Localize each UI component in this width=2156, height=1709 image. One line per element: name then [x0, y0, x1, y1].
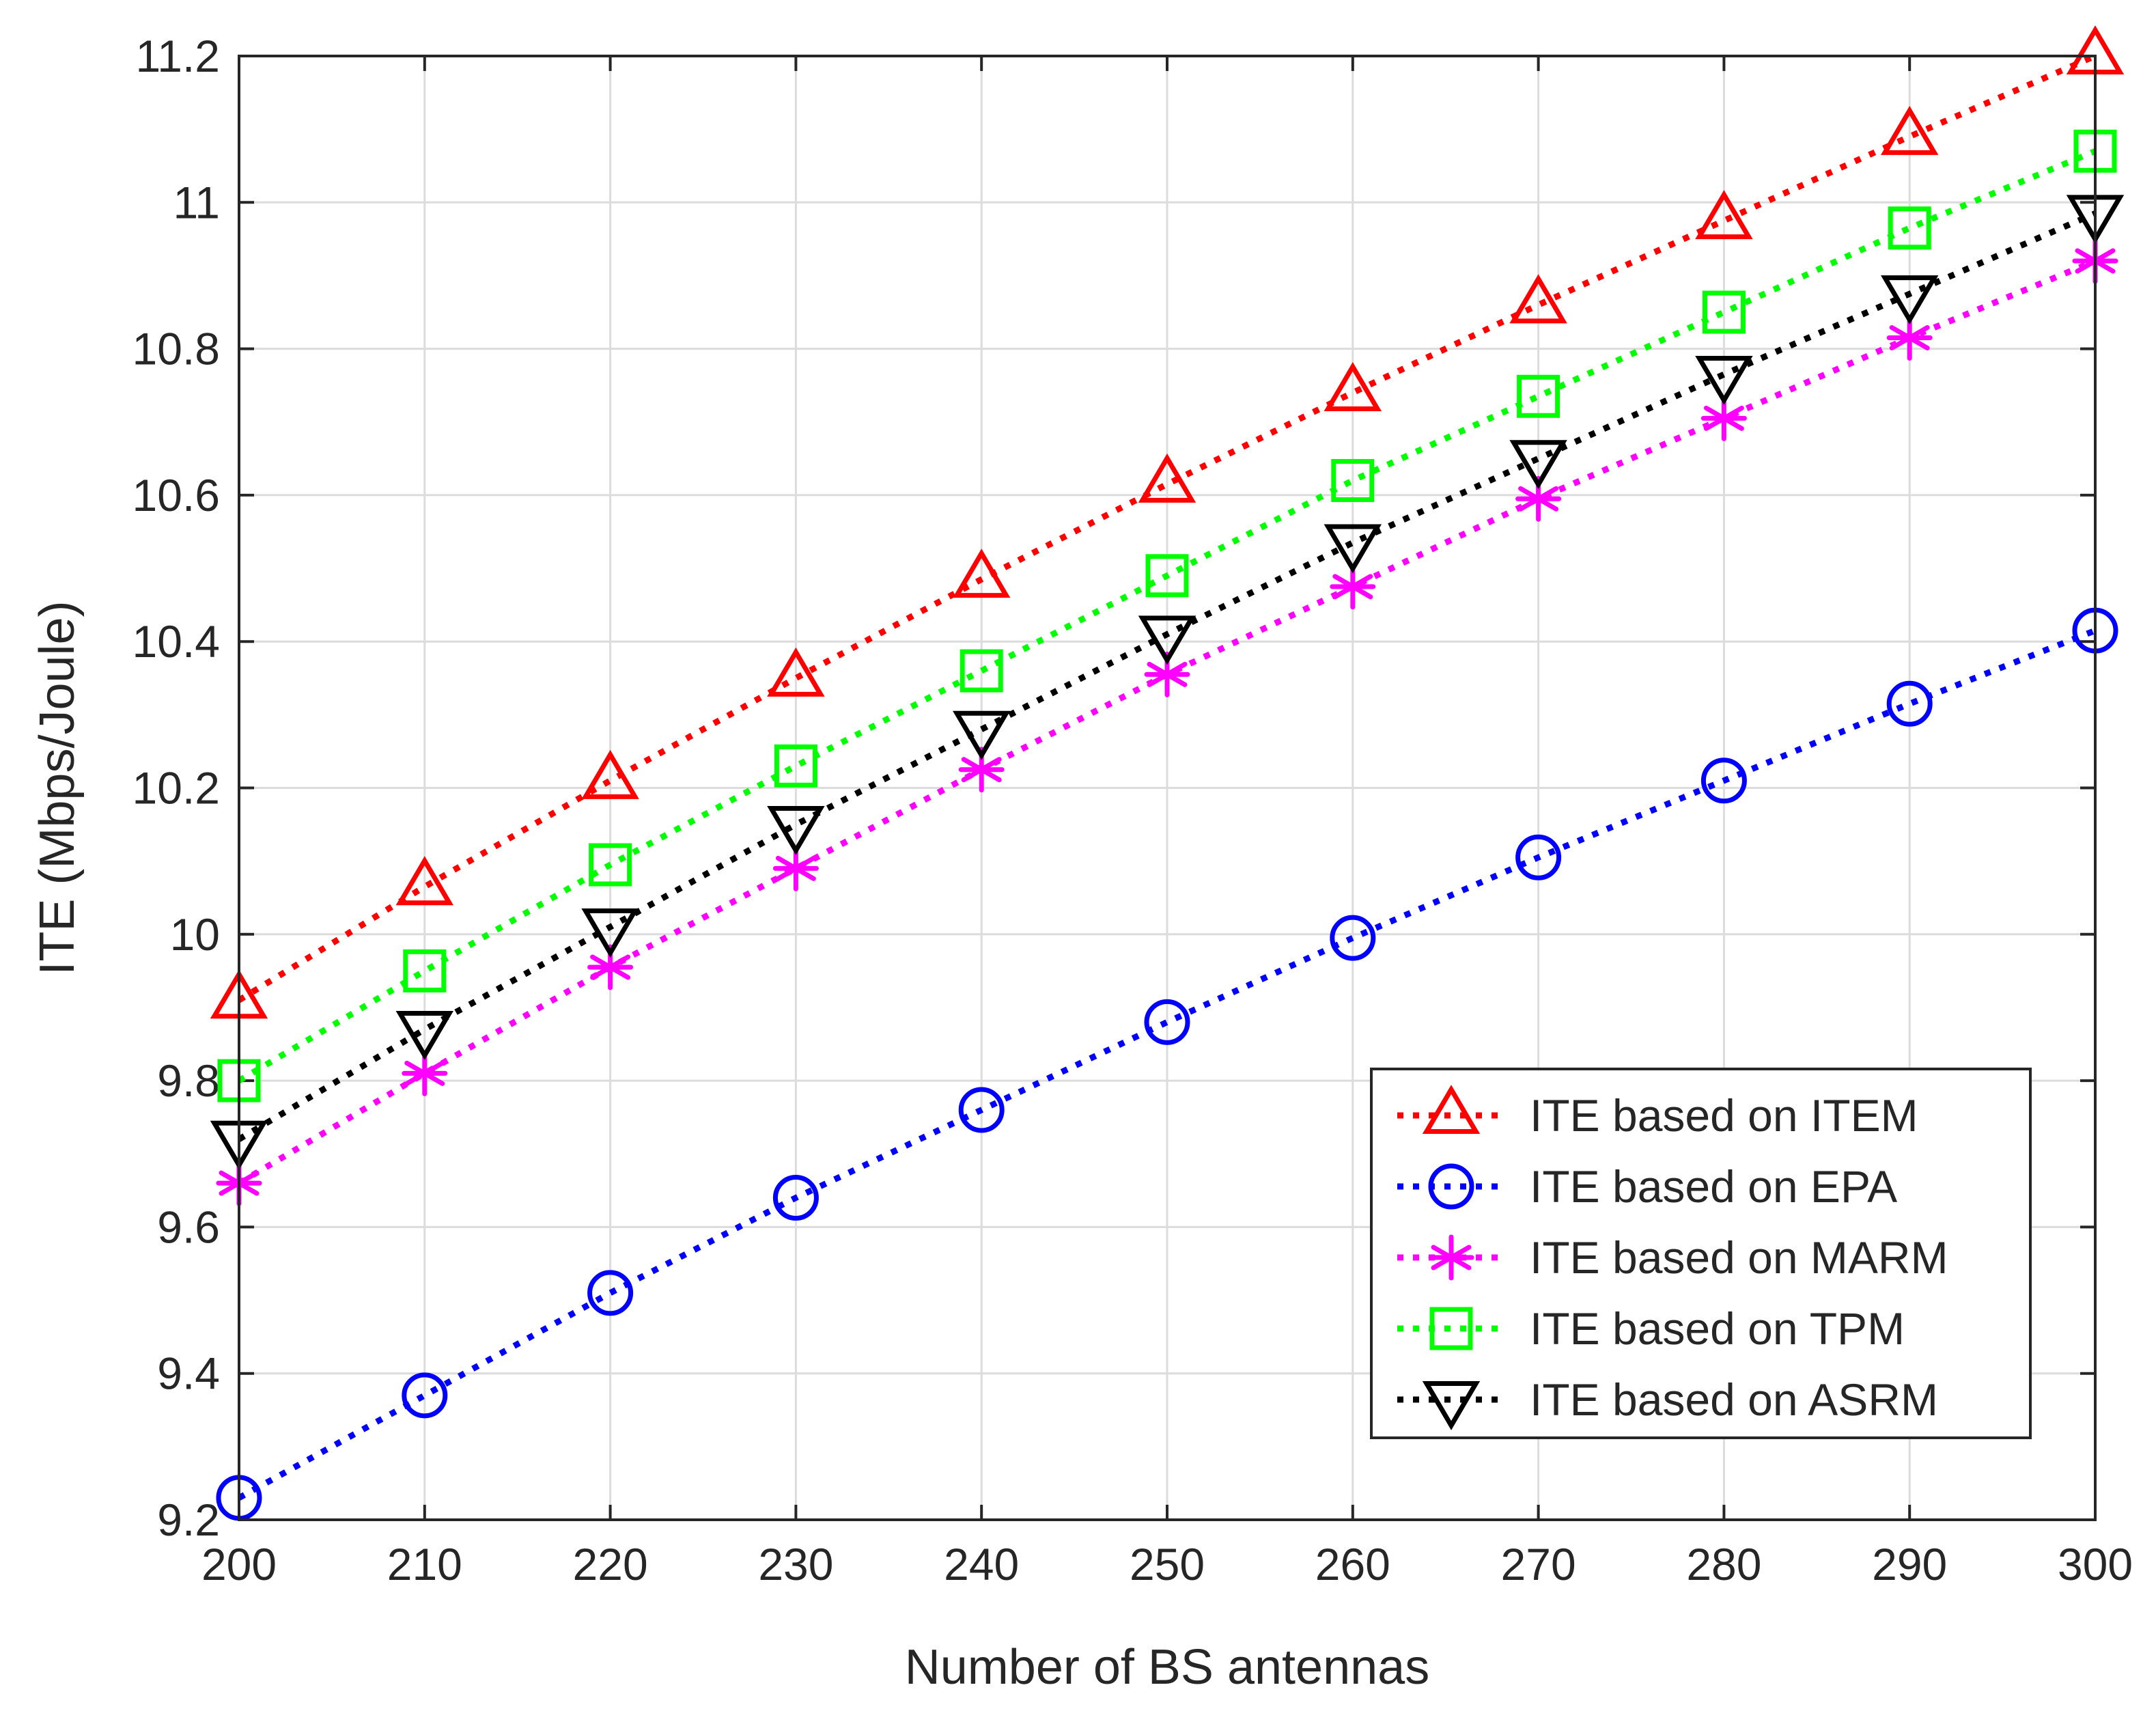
data-point	[774, 744, 817, 788]
legend-marker	[1422, 1085, 1481, 1135]
data-point	[1695, 356, 1753, 406]
data-point	[589, 843, 632, 887]
series-0	[210, 25, 2125, 1019]
data-point	[1138, 615, 1196, 665]
data-point	[767, 647, 825, 697]
x-tick-label: 290	[1872, 1539, 1947, 1589]
legend-entry: ITE based on ITEM	[1397, 1085, 1918, 1141]
x-tick-label: 260	[1315, 1539, 1390, 1589]
legend-marker	[1422, 1380, 1481, 1430]
y-tick-label: 10	[170, 909, 220, 960]
legend-label: ITE based on EPA	[1530, 1161, 1897, 1212]
legend-entry: ITE based on TPM	[1397, 1303, 1905, 1354]
data-point	[1702, 290, 1746, 334]
legend-label: ITE based on ITEM	[1530, 1090, 1918, 1141]
y-tick-label: 9.4	[157, 1348, 220, 1399]
legend-marker	[1429, 1307, 1473, 1350]
series-4	[210, 195, 2125, 1170]
legend-label: ITE based on MARM	[1530, 1232, 1948, 1283]
series-2	[216, 238, 2118, 1206]
data-point	[1509, 440, 1567, 490]
data-point	[958, 1087, 1005, 1133]
data-point	[1886, 680, 1933, 727]
y-tick-label: 10.2	[132, 763, 220, 814]
legend-marker	[1428, 1163, 1474, 1210]
legend-label: ITE based on TPM	[1530, 1303, 1905, 1354]
legend-entry: ITE based on EPA	[1397, 1161, 1897, 1212]
x-tick-label: 250	[1130, 1539, 1205, 1589]
data-point	[960, 649, 1003, 693]
y-tick-label: 10.6	[132, 470, 220, 520]
x-tick-label: 210	[387, 1539, 462, 1589]
series-1	[216, 607, 2118, 1521]
series-line	[237, 210, 2097, 1142]
data-point	[1509, 274, 1567, 324]
series-layer	[210, 25, 2125, 1521]
series-line	[237, 148, 2097, 1083]
y-tick-label: 10.4	[132, 616, 220, 667]
data-point	[1695, 190, 1753, 240]
data-point	[1330, 915, 1376, 961]
x-tick-label: 240	[944, 1539, 1019, 1589]
data-point	[1145, 554, 1189, 598]
x-tick-label: 270	[1501, 1539, 1576, 1589]
data-point	[767, 806, 825, 855]
y-axis-title: ITE (Mbps/Joule)	[30, 600, 85, 975]
data-point	[1700, 758, 1747, 804]
legend-marker	[1428, 1234, 1474, 1281]
data-point	[1324, 524, 1382, 574]
series-line	[237, 627, 2097, 1501]
y-tick-label: 11.2	[135, 31, 220, 81]
x-axis-title: Number of BS antennas	[905, 1640, 1429, 1695]
plot-frame	[238, 55, 2097, 1521]
data-point	[772, 1175, 819, 1221]
data-point	[587, 944, 634, 990]
data-point	[1138, 453, 1196, 503]
x-tick-label: 300	[2058, 1539, 2133, 1589]
data-point	[1888, 206, 1931, 250]
y-tick-label: 11	[173, 177, 220, 227]
data-point	[1324, 361, 1382, 411]
data-point	[1517, 374, 1560, 418]
data-point	[952, 548, 1011, 598]
legend-box	[1370, 1068, 2032, 1439]
data-point	[1880, 275, 1939, 325]
x-tick-label: 280	[1686, 1539, 1761, 1589]
data-point	[581, 908, 639, 958]
data-point	[1144, 651, 1190, 697]
y-tick-label: 9.2	[157, 1495, 220, 1545]
data-point	[1515, 834, 1562, 880]
y-tick-label: 9.6	[157, 1201, 220, 1252]
data-point	[403, 949, 447, 992]
y-axis-ticks: 9.2 9.4 9.6 9.8 10 10.2 10.4 10.6 10.8 11 11.2	[132, 31, 2095, 1545]
data-point	[1880, 105, 1939, 155]
data-point	[581, 749, 639, 799]
data-point	[402, 1372, 448, 1419]
x-tick-label: 200	[201, 1539, 277, 1589]
data-point	[395, 856, 454, 906]
data-point	[952, 710, 1011, 760]
x-axis-ticks: 200 210 220 230 240 250 260 270 280 290 300	[201, 56, 2133, 1589]
series-line	[237, 53, 2097, 1003]
x-tick-label: 220	[573, 1539, 648, 1589]
data-point	[395, 1011, 454, 1061]
legend-label: ITE based on ASRM	[1530, 1374, 1938, 1425]
data-point	[1144, 999, 1190, 1045]
x-tick-label: 230	[758, 1539, 833, 1589]
legend-entry: ITE based on ASRM	[1397, 1374, 1938, 1430]
legend: ITE based on ITEM ITE based on EPA ITE bas…	[1370, 1068, 2032, 1439]
data-point	[1331, 458, 1375, 502]
legend-entry: ITE based on MARM	[1397, 1232, 1948, 1283]
y-tick-label: 10.8	[132, 324, 220, 374]
data-point	[587, 1270, 634, 1316]
y-tick-label: 9.8	[157, 1055, 220, 1106]
data-point	[1886, 315, 1933, 361]
